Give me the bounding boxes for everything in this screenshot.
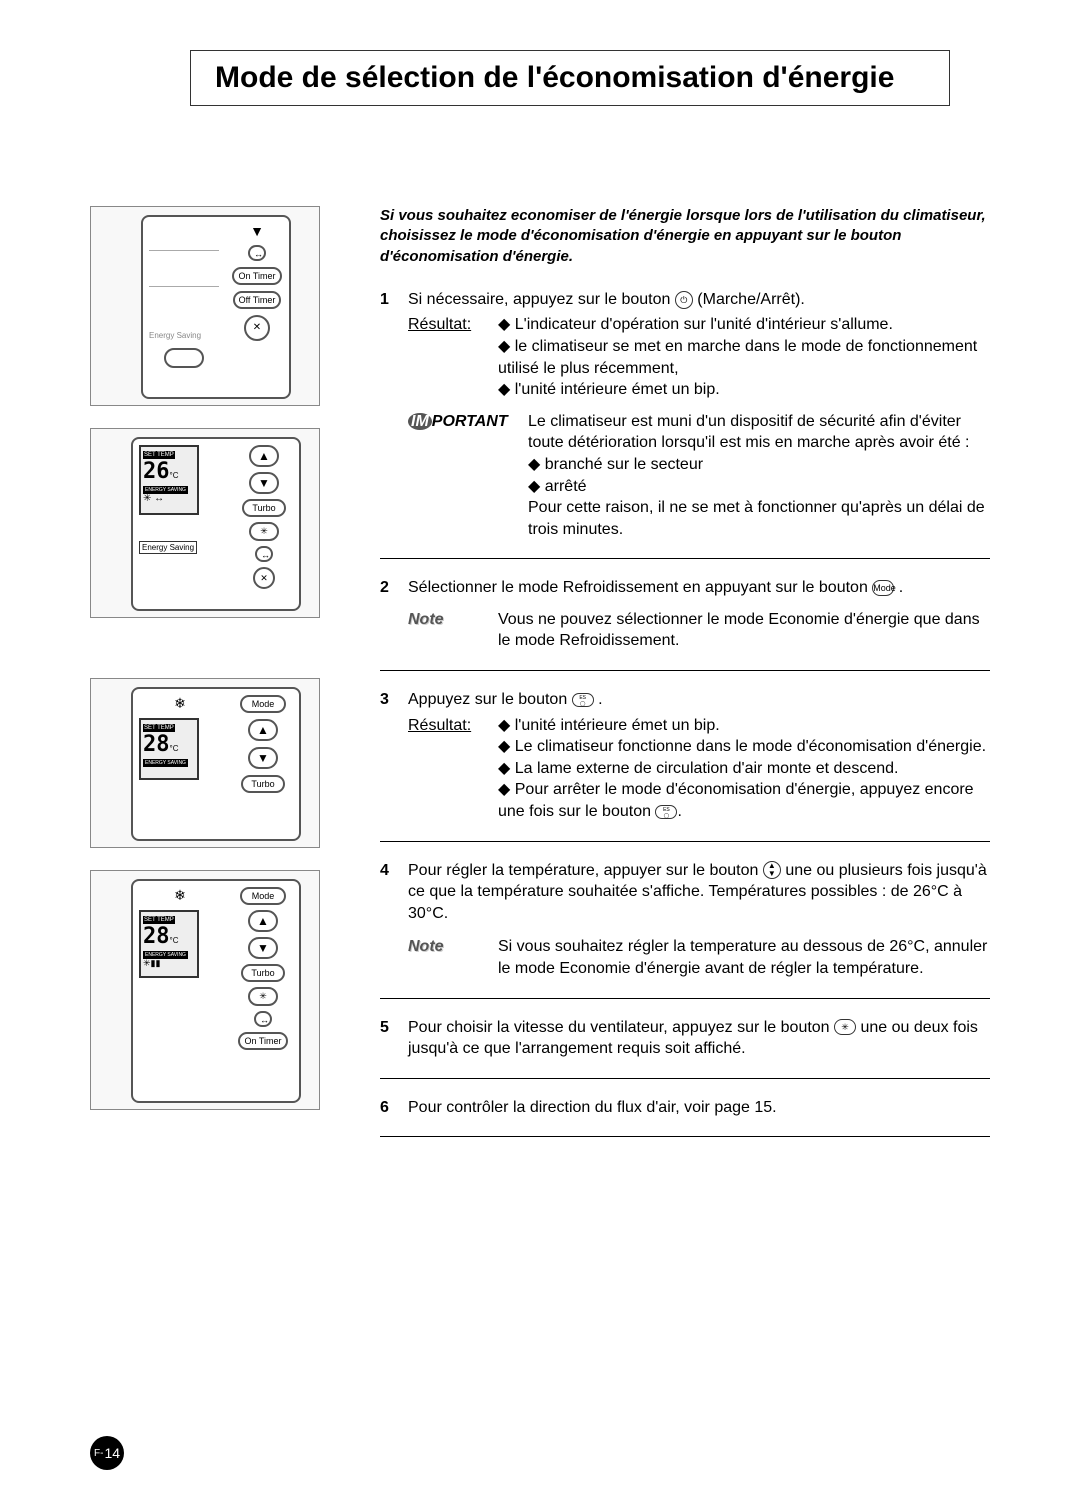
energy-saving-label: Energy Saving: [149, 331, 219, 340]
divider: [380, 670, 990, 671]
title-box: Mode de sélection de l'économisation d'é…: [190, 50, 950, 106]
remote-figure-1: Energy Saving ▼ ↔ On Timer Off Timer ✕: [90, 206, 320, 406]
divider: [380, 841, 990, 842]
up-button: ▲: [249, 445, 279, 467]
intro-text: Si vous souhaitez economiser de l'énergi…: [380, 206, 990, 267]
divider: [380, 1078, 990, 1079]
note-label: Note: [408, 936, 498, 979]
snowflake-icon: ❄: [139, 887, 221, 904]
page-title: Mode de sélection de l'économisation d'é…: [215, 61, 925, 95]
fan-button: ✳: [248, 987, 278, 1006]
energy-saving-button: [164, 348, 204, 368]
remote-figure-4: ❄ SET TEMP 28°C ENERGY SAVING ✳▮▮ Mode ▲…: [90, 870, 320, 1110]
mode-icon: Mode: [872, 580, 894, 596]
mode-button: Mode: [240, 887, 286, 905]
temp-updown-icon: ▲▼: [763, 861, 781, 879]
on-timer-button: On Timer: [232, 267, 281, 285]
swing-icon: ↔: [248, 245, 266, 261]
up-button: ▲: [248, 719, 278, 741]
turbo-button: Turbo: [242, 499, 286, 517]
lcd-display: SET TEMP 26°C ENERGY SAVING ✳ ↔: [139, 445, 199, 515]
note-label: Note: [408, 609, 498, 652]
off-timer-button: Off Timer: [233, 291, 282, 309]
resultat-label: Résultat:: [408, 717, 471, 734]
resultat-label: Résultat:: [408, 316, 471, 333]
cancel-icon: ✕: [253, 567, 275, 589]
content-row: Energy Saving ▼ ↔ On Timer Off Timer ✕: [90, 206, 990, 1155]
page-number-badge: F-14: [90, 1436, 124, 1470]
up-button: ▲: [248, 910, 278, 932]
lcd-display: SET TEMP 28°C ENERGY SAVING ✳▮▮: [139, 910, 199, 978]
important-label: IMPORTANT: [408, 411, 528, 541]
energy-saving-icon: ES◯: [655, 805, 677, 819]
cancel-icon: ✕: [244, 315, 270, 341]
step-5: 5 Pour choisir la vitesse du ventilateur…: [380, 1017, 990, 1060]
page: Mode de sélection de l'économisation d'é…: [0, 0, 1080, 1195]
instructions: Si vous souhaitez economiser de l'énergi…: [380, 206, 990, 1155]
result-list: l'unité intérieure émet un bip. Le clima…: [498, 715, 990, 823]
remote-illustrations: Energy Saving ▼ ↔ On Timer Off Timer ✕: [90, 206, 340, 1155]
swing-icon: ↔: [254, 1011, 272, 1027]
step-6: 6 Pour contrôler la direction du flux d'…: [380, 1097, 990, 1119]
power-icon: ⏻: [675, 291, 693, 309]
step-4: 4 Pour régler la température, appuyer su…: [380, 860, 990, 980]
swing-icon: ↔: [255, 546, 273, 562]
down-button: ▼: [248, 747, 278, 769]
result-list: L'indicateur d'opération sur l'unité d'i…: [498, 314, 990, 400]
on-timer-button: On Timer: [238, 1032, 288, 1050]
snowflake-icon: ❄: [139, 695, 221, 712]
down-button: ▼: [248, 937, 278, 959]
lcd-display: SET TEMP 28°C ENERGY SAVING: [139, 718, 199, 780]
remote-figure-2: SET TEMP 26°C ENERGY SAVING ✳ ↔ Energy S…: [90, 428, 320, 618]
step-3: 3 Appuyez sur le bouton ES◯ . Résultat: …: [380, 689, 990, 823]
step-1: 1 Si nécessaire, appuyez sur le bouton ⏻…: [380, 289, 990, 541]
energy-saving-icon: ES◯: [572, 693, 594, 707]
down-button: ▼: [249, 472, 279, 494]
turbo-button: Turbo: [241, 775, 285, 793]
turbo-button: Turbo: [241, 964, 285, 982]
mode-button: Mode: [240, 695, 286, 713]
divider: [380, 1136, 990, 1137]
fan-icon: ✳: [834, 1019, 856, 1035]
divider: [380, 558, 990, 559]
divider: [380, 998, 990, 999]
remote-figure-3: ❄ SET TEMP 28°C ENERGY SAVING Mode ▲ ▼ T…: [90, 678, 320, 848]
step-2: 2 Sélectionner le mode Refroidissement e…: [380, 577, 990, 652]
energy-saving-label: Energy Saving: [139, 541, 197, 554]
fan-button: ✳: [249, 522, 279, 541]
